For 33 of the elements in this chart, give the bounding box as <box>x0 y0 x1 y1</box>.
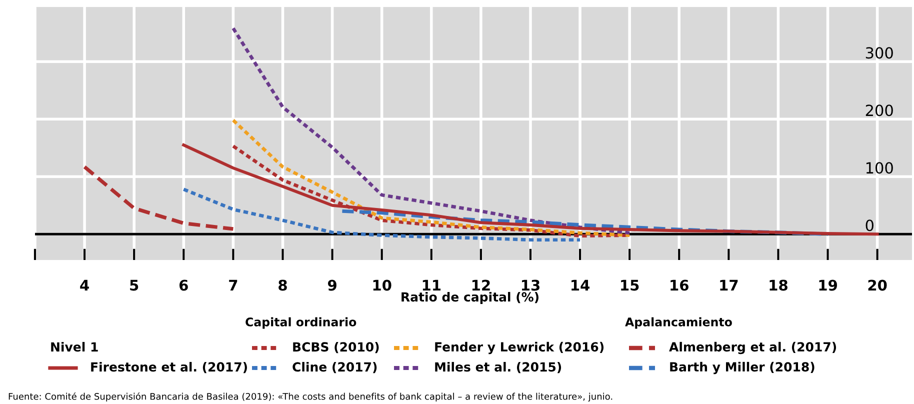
x-tick-label: 18 <box>770 280 788 291</box>
legend-label: Almenberg et al. (2017) <box>669 342 836 354</box>
text: Capital ordinario <box>246 317 356 329</box>
legend-label: BCBS (2010) <box>293 342 379 354</box>
x-tick-label: 10 <box>373 280 392 291</box>
x-tick-label: 14 <box>572 280 590 291</box>
legend-label: Miles et al. (2015) <box>435 362 562 374</box>
x-tick-label: 13 <box>522 280 540 291</box>
source-note: Fuente: Comité de Supervisión Bancaria de Basilea (2019): «The costs and benefits of bank capital – a review of the literature», junio. <box>8 392 612 402</box>
y-tick-label: 200 <box>866 104 893 116</box>
x-tick-label: 9 <box>328 280 336 291</box>
text: Nivel 1 <box>51 342 98 352</box>
y-tick-label: 300 <box>866 47 893 59</box>
x-tick-label: 7 <box>229 280 238 291</box>
x-tick-label: 17 <box>720 280 738 291</box>
x-tick-label: 4 <box>80 280 89 291</box>
legend-label: Barth y Miller (2018) <box>670 362 814 374</box>
x-tick-label: 16 <box>670 280 688 291</box>
y-tick-label: 100 <box>866 162 893 174</box>
legend-label: Fender y Lewrick (2016) <box>435 342 604 354</box>
x-axis-title: Ratio de capital (%) <box>402 292 538 304</box>
x-tick-label: 19 <box>819 280 837 291</box>
legend-label: Firestone et al. (2017) <box>91 362 247 374</box>
x-tick-label: 11 <box>422 280 441 291</box>
text: Apalancamiento <box>625 317 732 329</box>
x-tick-label: 12 <box>472 280 490 291</box>
legend-label: Cline (2017) <box>292 362 377 374</box>
x-tick-label: 5 <box>130 280 138 291</box>
x-tick-label: 15 <box>621 280 639 291</box>
x-tick-label: 6 <box>179 280 188 291</box>
x-tick-label: 20 <box>868 280 887 291</box>
x-tick-label: 8 <box>278 280 287 291</box>
y-tick-label: 0 <box>866 220 874 232</box>
